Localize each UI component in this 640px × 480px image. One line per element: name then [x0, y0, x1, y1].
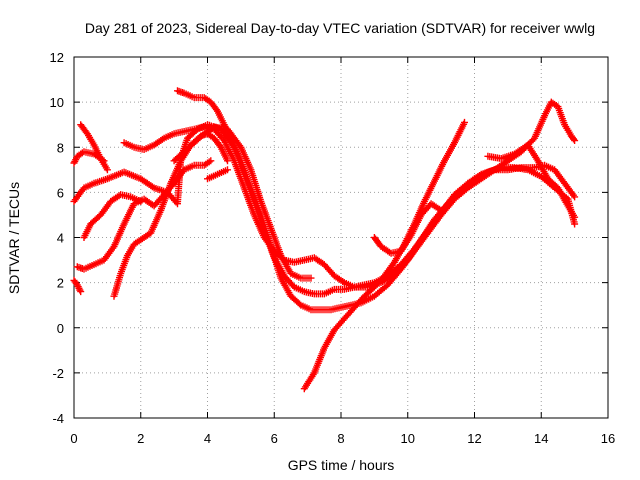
- x-tick-label: 8: [337, 431, 344, 446]
- y-tick-label: -2: [52, 366, 64, 381]
- series-arc-14: [484, 141, 579, 221]
- y-tick-label: 2: [57, 276, 64, 291]
- axis-ticks: 0 2 4 6 8 10 12 14 16 -4 -2 0 2 4 6 8 10 12: [50, 50, 616, 446]
- x-axis-label: GPS time / hours: [288, 457, 395, 473]
- series-arc-6: [80, 191, 145, 241]
- y-tick-label: 4: [57, 231, 64, 246]
- y-tick-label: 6: [57, 185, 64, 200]
- marker-trace-arc-5: [70, 276, 85, 296]
- x-tick-label: 10: [401, 431, 415, 446]
- marker-trace-arc-4: [73, 157, 215, 273]
- y-tick-label: -4: [52, 411, 64, 426]
- series-arc-13: [370, 200, 445, 257]
- x-tick-label: 12: [467, 431, 481, 446]
- series-arc-3: [77, 121, 111, 174]
- chart-title: Day 281 of 2023, Sidereal Day-to-day VTE…: [85, 20, 595, 36]
- series-arc-10: [170, 123, 315, 282]
- y-tick-label: 8: [57, 140, 64, 155]
- x-tick-label: 0: [70, 431, 77, 446]
- series-arc-11: [204, 166, 231, 183]
- grid: [74, 57, 608, 418]
- plot-frame: [73, 56, 609, 419]
- y-tick-label: 0: [57, 321, 64, 336]
- marker-trace-arc-14: [484, 141, 579, 221]
- x-tick-label: 16: [601, 431, 615, 446]
- x-tick-label: 2: [137, 431, 144, 446]
- y-tick-label: 10: [50, 95, 64, 110]
- series-arc-4: [73, 157, 215, 273]
- marker-trace-arc-10: [170, 123, 315, 282]
- y-axis-label: SDTVAR / TECUs: [6, 182, 22, 294]
- series-arc-12: [300, 118, 468, 393]
- marker-trace-arc-11: [204, 166, 231, 183]
- marker-trace-arc-12: [300, 118, 468, 393]
- x-tick-label: 14: [534, 431, 548, 446]
- data-series: [70, 87, 579, 393]
- x-tick-label: 6: [271, 431, 278, 446]
- x-tick-label: 4: [204, 431, 211, 446]
- y-tick-label: 12: [50, 50, 64, 65]
- marker-trace-arc-13: [370, 200, 445, 257]
- marker-trace-arc-3: [77, 121, 111, 174]
- series-arc-5: [70, 276, 85, 296]
- marker-trace-arc-6: [80, 191, 145, 241]
